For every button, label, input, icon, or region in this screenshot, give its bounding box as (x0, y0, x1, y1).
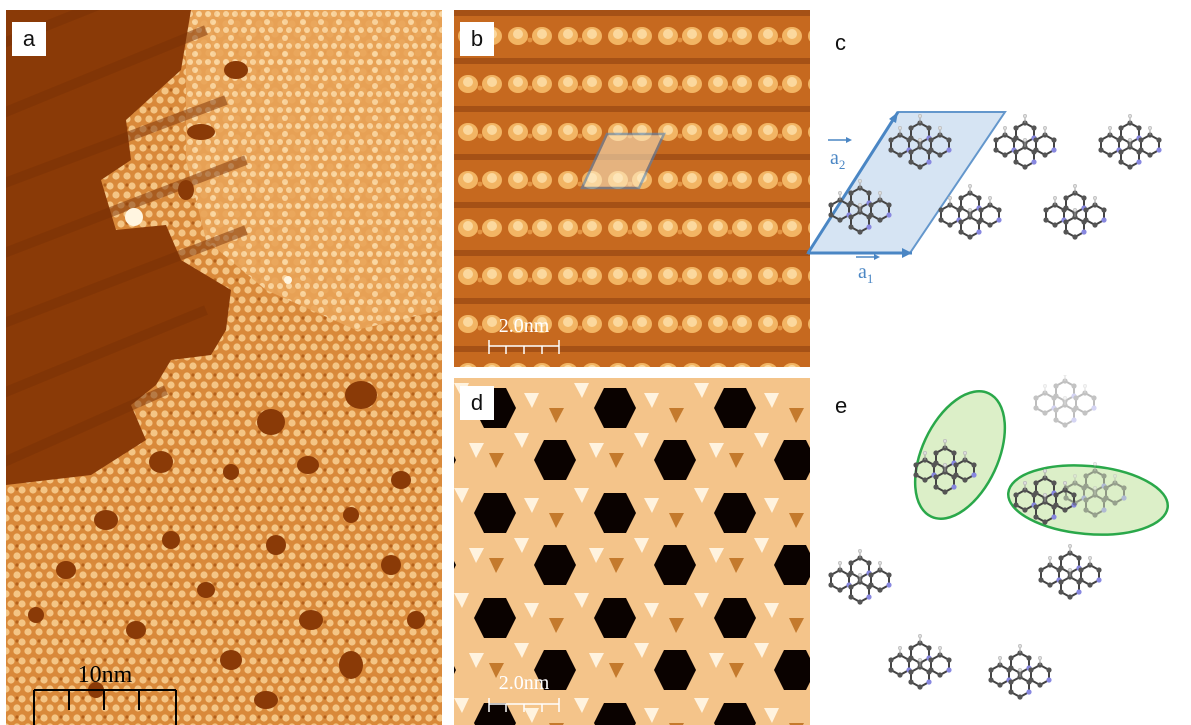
panel-e-label: e (835, 393, 848, 418)
panel-e-molecular-model (820, 375, 1191, 725)
unit-cell-outline (580, 132, 666, 190)
vector-a1-label: a1 (858, 261, 873, 286)
panel-c-label: c (835, 30, 846, 55)
dimer-ellipse-left (913, 390, 1007, 520)
panel-e-graphic (820, 375, 1170, 725)
panel-c-molecular-model: a2 a1 (800, 90, 1191, 300)
panel-a-graphic (6, 10, 442, 725)
panel-d-label: d (460, 386, 494, 420)
panel-a-scalebar (33, 689, 177, 725)
panel-b-graphic (454, 10, 810, 367)
panel-d-stm-image: d 2.0nm (454, 378, 810, 725)
unit-cell-parallelogram (806, 111, 1007, 254)
panel-d-scalebar-label: 2.0nm (498, 672, 550, 694)
panel-a-label: a (12, 22, 46, 56)
panel-b-stm-image: b 2.0nm (454, 10, 810, 367)
panel-b-scalebar-label: 2.0nm (498, 315, 550, 337)
panel-c-graphic: a2 a1 (806, 111, 1191, 286)
vector-a2-label: a2 (830, 147, 845, 172)
panel-b-label: b (460, 22, 494, 56)
panel-a-scalebar-label: 10nm (77, 662, 133, 688)
panel-a-stm-image: a 10nm (6, 10, 442, 725)
panel-d-graphic (454, 378, 810, 725)
